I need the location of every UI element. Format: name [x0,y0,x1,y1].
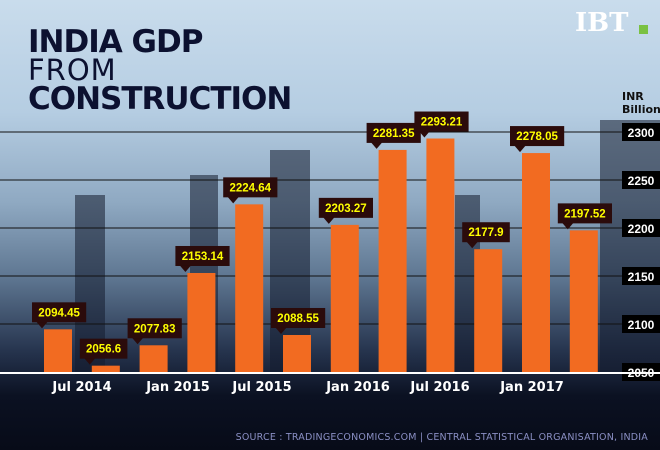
data-label-box [127,318,182,339]
data-label-pointer [466,241,479,249]
title-line-1: INDIA GDP [28,24,203,60]
data-label-box [510,126,565,147]
data-label: 2094.45 [32,302,87,329]
data-label-pointer [227,196,240,204]
title-line-2: FROM [28,53,117,88]
data-label-pointer [179,264,192,272]
bar [91,365,120,372]
logo-dot [639,25,648,34]
source-note: SOURCE : TRADINGECONOMICS.COM | CENTRAL … [235,432,648,443]
bar [569,230,598,372]
data-label-pointer [514,145,526,153]
y-tick-box [622,123,660,141]
bar [330,224,359,372]
bar [426,138,455,372]
bar [283,334,311,372]
data-label-text: 2153.14 [182,251,224,263]
data-label-box [318,197,373,218]
y-tick-box [622,267,660,285]
data-label: 2077.83 [127,318,182,345]
data-label-box [32,302,87,323]
data-label-pointer [561,222,574,230]
data-label-text: 2094.45 [38,307,80,319]
data-label: 2278.05 [510,126,565,153]
title-line-3: CONSTRUCTION [28,80,292,117]
bar [235,204,264,372]
data-label-text: 2088.55 [277,313,319,325]
x-tick-label: Jul 2015 [232,380,292,395]
data-label: 2203.27 [318,197,373,224]
data-label-box [557,203,612,224]
bar [522,153,550,372]
data-label: 2281.35 [366,122,421,149]
data-label: 2153.14 [175,245,230,272]
bar [474,249,503,372]
data-label-box [175,245,230,266]
data-label: 2088.55 [271,307,326,334]
y-axis-unit: INR Billion [622,90,660,117]
y-tick-label: 2150 [628,270,655,284]
data-label-box [79,338,128,359]
x-tick-label: Jan 2016 [326,380,390,395]
data-label: 2056.6 [79,338,128,365]
x-tick-label: Jul 2016 [410,380,470,395]
data-label: 2224.64 [223,177,278,204]
y-tick-label: 2250 [628,174,655,188]
data-label-text: 2203.27 [325,203,367,215]
data-label-pointer [131,337,144,345]
data-label-text: 2056.6 [86,344,121,356]
y-tick-box [622,171,660,189]
data-label-pointer [322,216,335,224]
bar [378,149,407,372]
data-label-box [366,122,421,143]
y-tick-label: 2100 [628,318,655,332]
bar [187,272,216,372]
data-label-box [223,177,278,198]
y-tick-box [622,219,660,237]
data-label-pointer [418,130,431,138]
data-label-text: 2278.05 [516,131,558,143]
data-label: 2293.21 [414,111,469,138]
data-label-pointer [275,326,287,334]
y-tick-box [622,315,660,333]
data-label-box [271,307,326,328]
data-label-text: 2077.83 [134,323,176,335]
data-label-text: 2197.52 [564,208,606,220]
x-axis-line [0,372,660,374]
y-tick-label: 2200 [628,222,655,236]
data-label: 2177.9 [462,222,510,249]
bar [139,345,168,372]
data-label-text: 2281.35 [373,128,415,140]
bar [44,329,72,372]
data-label-text: 2177.9 [468,227,503,239]
data-label-pointer [370,141,383,149]
x-tick-label: Jul 2014 [52,380,112,395]
chart-title: INDIA GDP FROM CONSTRUCTION [28,24,292,117]
data-label-pointer [36,321,48,329]
x-tick-label: Jan 2015 [146,380,210,395]
data-label-pointer [83,357,96,365]
y-tick-label: 2300 [628,126,655,140]
data-label-box [414,111,469,132]
data-label-text: 2224.64 [230,182,272,194]
data-label: 2197.52 [557,203,612,230]
data-label-box [462,222,510,243]
data-label-text: 2293.21 [421,117,463,129]
ibt-logo: IBT [575,8,629,38]
x-tick-label: Jan 2017 [500,380,564,395]
